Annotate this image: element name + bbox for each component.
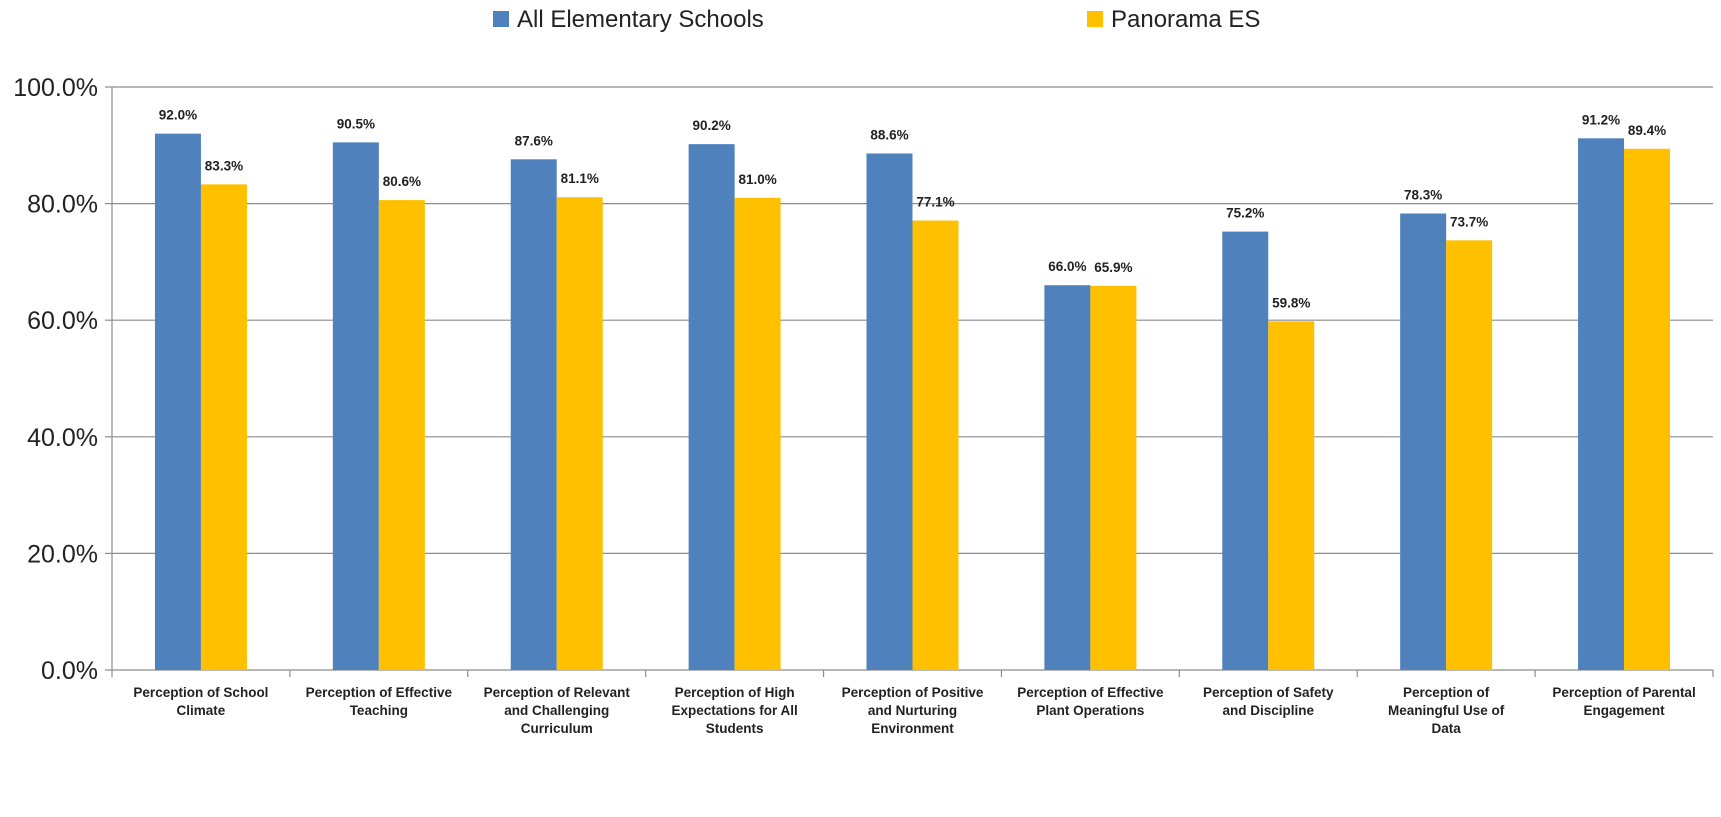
- y-tick-label: 60.0%: [27, 307, 98, 335]
- data-label: 78.3%: [1404, 188, 1442, 203]
- data-label: 81.1%: [561, 171, 599, 186]
- x-tick-label: Perception of Effective Plant Operations: [1017, 685, 1164, 718]
- x-tick-label-line: Perception of Parental: [1552, 685, 1695, 700]
- x-tick-label: Perception of Parental Engagement: [1552, 685, 1695, 718]
- data-label: 89.4%: [1628, 123, 1666, 138]
- x-tick-label-line: Perception of Safety: [1203, 685, 1334, 700]
- legend: All Elementary Schools Panorama ES: [493, 6, 1260, 33]
- data-label: 81.0%: [738, 172, 776, 187]
- data-label: 92.0%: [159, 108, 197, 123]
- x-tick-label: Perception of Positive and Nurturing Envir…: [842, 685, 984, 736]
- x-tick-label: Perception of School Climate: [133, 685, 268, 718]
- y-tick-label: 20.0%: [27, 540, 98, 568]
- x-tick-label: Perception of Safety and Discipline: [1203, 685, 1334, 718]
- x-tick-label: Perception of High Expectations for All St…: [671, 685, 797, 736]
- y-tick-label: 100.0%: [13, 74, 98, 102]
- bar: [734, 197, 781, 670]
- bar: [866, 153, 913, 670]
- data-label: 90.5%: [337, 116, 375, 131]
- bar: [332, 142, 379, 670]
- y-tick-label: 80.0%: [27, 191, 98, 219]
- x-tick-label-line: Perception of Positive: [842, 685, 984, 700]
- x-tick-label-line: and Challenging: [504, 703, 609, 718]
- bar: [1268, 321, 1315, 670]
- data-label: 91.2%: [1582, 112, 1620, 127]
- x-tick-label-line: Climate: [177, 703, 226, 718]
- bar: [1446, 240, 1493, 671]
- x-tick-label-line: Perception of Effective: [306, 685, 453, 700]
- data-label: 65.9%: [1094, 260, 1132, 275]
- bar: [912, 220, 959, 670]
- x-tick-label-line: Teaching: [350, 703, 408, 718]
- x-tick-label-line: Environment: [871, 721, 954, 736]
- legend-label: All Elementary Schools: [517, 6, 764, 33]
- bar: [1222, 231, 1269, 671]
- bar: [378, 200, 425, 671]
- data-label: 75.2%: [1226, 206, 1264, 221]
- legend-label: Panorama ES: [1111, 6, 1260, 33]
- bar: [1044, 285, 1091, 670]
- x-tick-label-line: Perception of: [1403, 685, 1490, 700]
- bar: [556, 197, 603, 670]
- x-tick-label-line: and Discipline: [1223, 703, 1315, 718]
- data-label: 59.8%: [1272, 295, 1310, 310]
- data-label: 80.6%: [383, 174, 421, 189]
- data-label: 90.2%: [692, 118, 730, 133]
- legend-item: All Elementary Schools: [493, 6, 764, 33]
- x-tick-label-line: Plant Operations: [1036, 703, 1144, 718]
- bar: [688, 144, 735, 670]
- data-label: 73.7%: [1450, 214, 1488, 229]
- bar: [200, 184, 247, 670]
- x-tick-label-line: Engagement: [1584, 703, 1666, 718]
- x-tick-label-line: Perception of Effective: [1017, 685, 1164, 700]
- data-label: 77.1%: [916, 195, 954, 210]
- data-label: 66.0%: [1048, 259, 1086, 274]
- x-tick-label: Perception of Meaningful Use of Data: [1388, 685, 1505, 736]
- bar: [1400, 213, 1447, 671]
- x-tick-label-line: Perception of High: [675, 685, 795, 700]
- y-tick-label: 40.0%: [27, 424, 98, 452]
- data-label: 87.6%: [515, 133, 553, 148]
- x-tick-label-line: and Nurturing: [868, 703, 957, 718]
- data-label: 83.3%: [205, 158, 243, 173]
- bar: [510, 159, 557, 671]
- data-labels: 92.0% 90.5% 87.6% 90.2% 88.6% 66.0% 75.2% 78.3%…: [159, 108, 1666, 311]
- x-tick-label-line: Meaningful Use of: [1388, 703, 1505, 718]
- y-tick-label: 0.0%: [41, 657, 98, 685]
- y-axis: 0.0% 20.0% 40.0% 60.0% 80.0% 100.0%: [13, 74, 113, 685]
- x-tick-label-line: Perception of Relevant: [484, 685, 631, 700]
- bar: [1624, 148, 1671, 671]
- data-label: 88.6%: [870, 127, 908, 142]
- bars: [154, 133, 1671, 671]
- x-tick-label-line: Curriculum: [521, 721, 593, 736]
- legend-swatch: [493, 11, 509, 27]
- x-tick-label: Perception of Relevant and Challenging Cur…: [484, 685, 631, 736]
- legend-swatch: [1087, 11, 1103, 27]
- bar: [1090, 285, 1137, 670]
- x-tick-label-line: Data: [1432, 721, 1462, 736]
- x-tick-label-line: Expectations for All: [671, 703, 797, 718]
- x-tick-label: Perception of Effective Teaching: [306, 685, 453, 718]
- bar: [154, 133, 201, 670]
- x-tick-label-line: Students: [706, 721, 764, 736]
- x-tick-label-line: Perception of School: [133, 685, 268, 700]
- bar: [1578, 138, 1625, 670]
- legend-item: Panorama ES: [1087, 6, 1260, 33]
